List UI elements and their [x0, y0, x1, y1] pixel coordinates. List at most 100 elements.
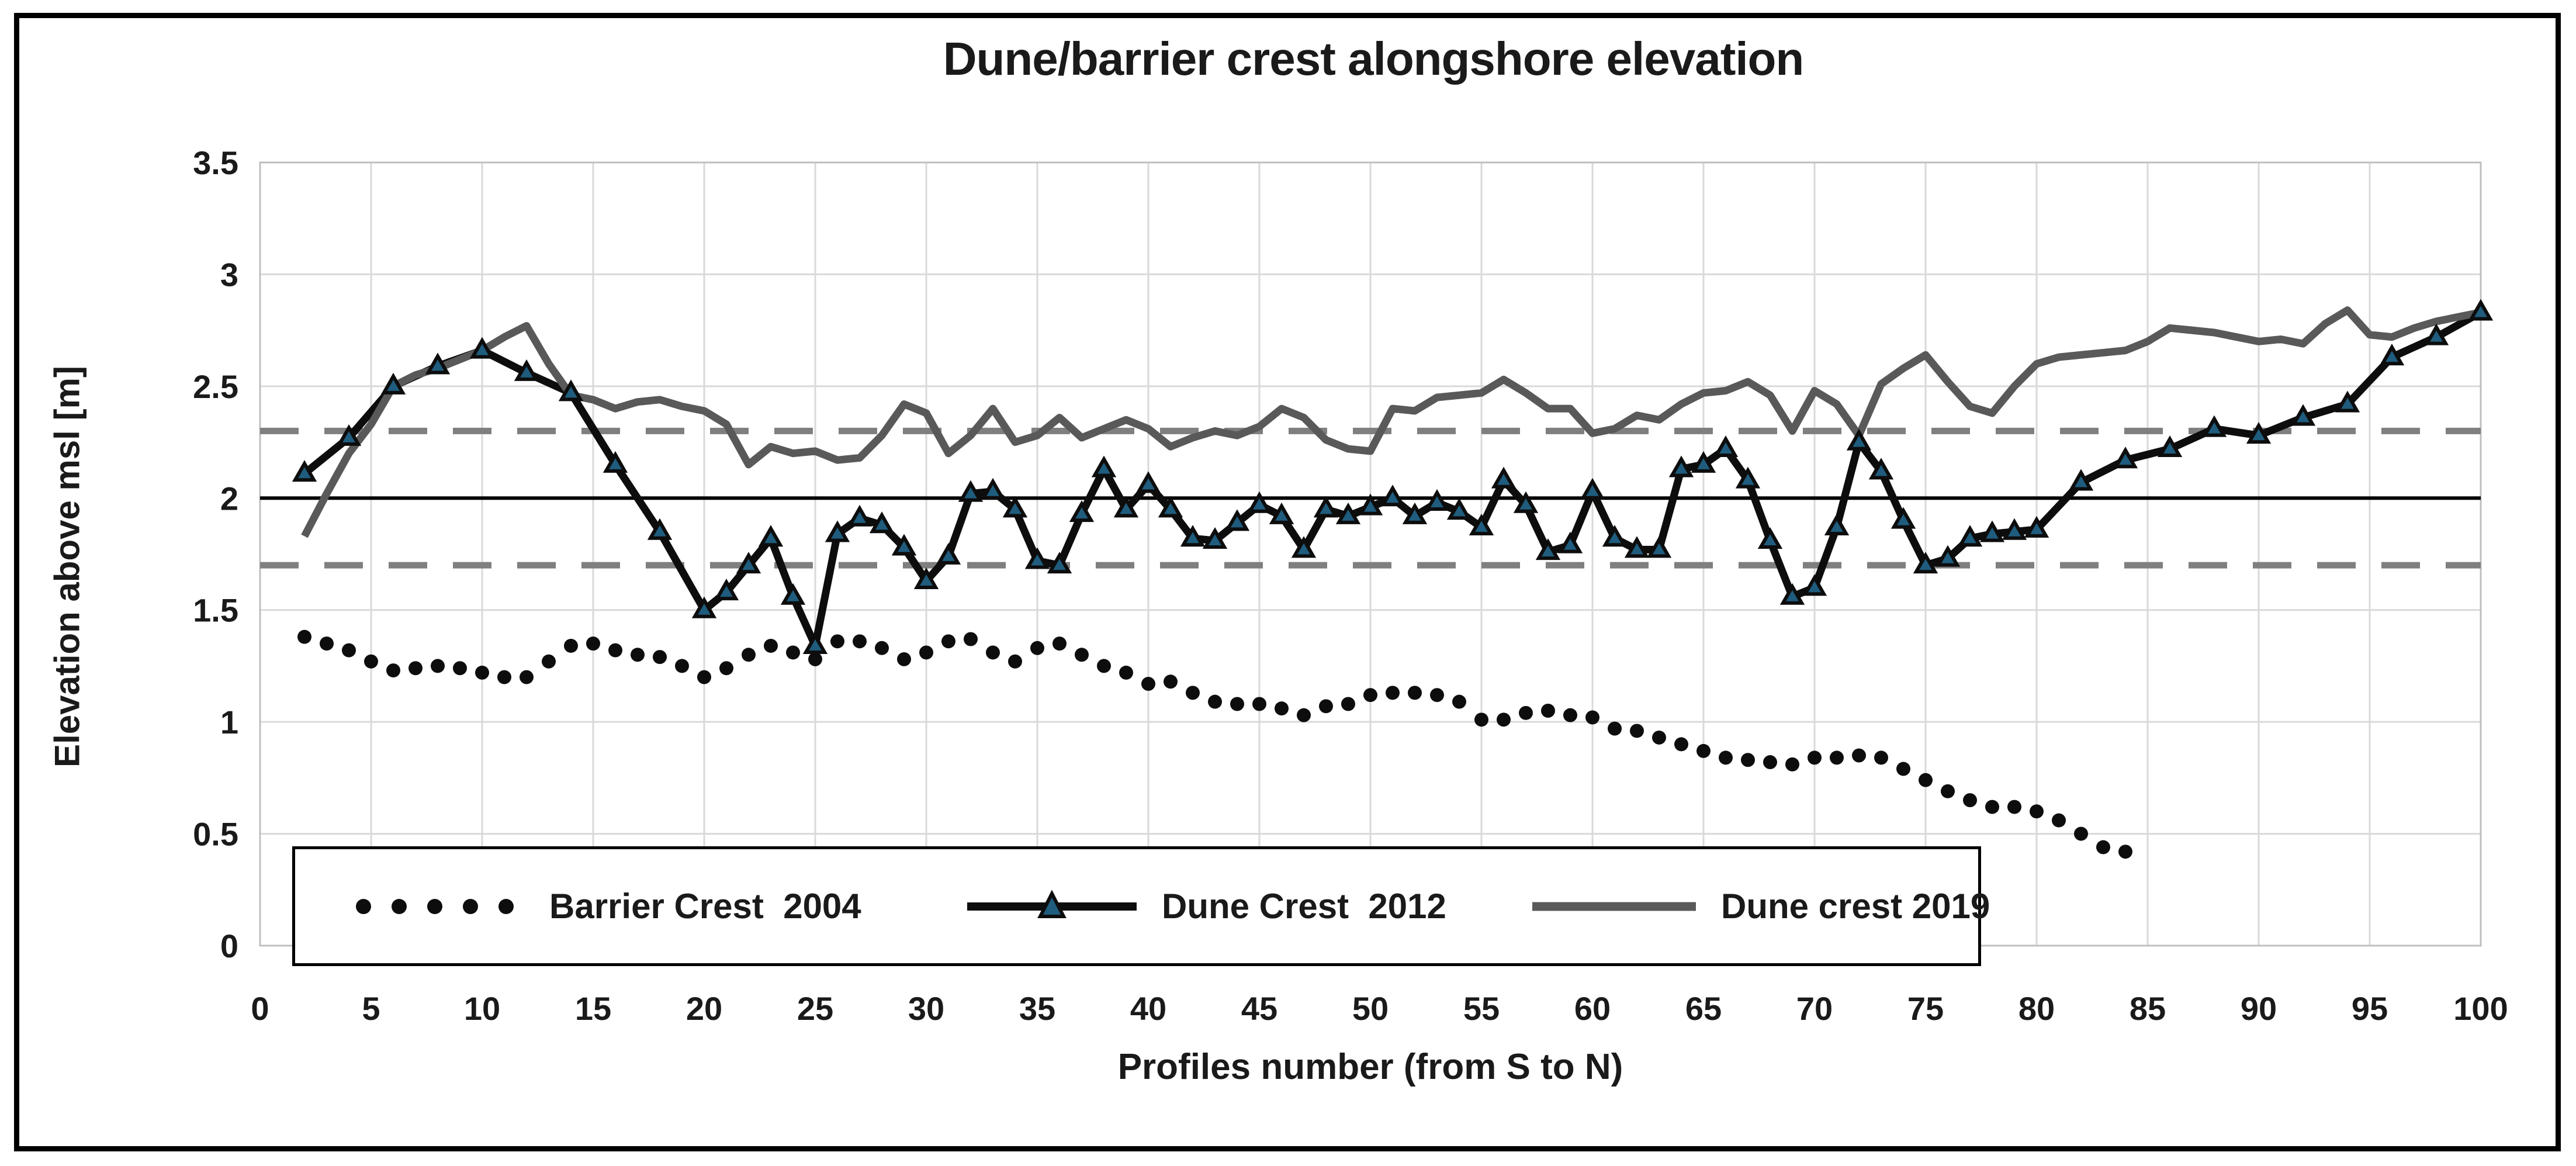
- series-line: [302, 309, 2483, 650]
- series-2012-marker: [2201, 415, 2227, 437]
- series-2012-marker: [1047, 552, 1072, 574]
- series-2004-dot: [786, 645, 800, 660]
- series-2004-dot: [1896, 762, 1910, 776]
- series-2012-marker: [2379, 344, 2405, 366]
- series-2012-marker: [714, 579, 739, 601]
- series-2012-marker: [2290, 404, 2316, 426]
- series-2004-dot: [1985, 800, 1999, 814]
- series-2012-marker: [1335, 502, 1361, 524]
- series-2012-marker: [1247, 491, 1272, 513]
- series-2012-marker: [1446, 498, 1472, 520]
- x-tick-label: 50: [1352, 990, 1389, 1027]
- series-2012-marker: [2157, 435, 2183, 458]
- series-2004-dot: [1363, 688, 1377, 703]
- x-tick-label: 95: [2352, 990, 2388, 1027]
- series-2004-dot: [1141, 677, 1155, 691]
- series-2004-dot: [830, 634, 844, 649]
- series-2012-marker: [2024, 515, 2049, 538]
- series-2004-dot: [1408, 686, 1422, 700]
- series-2012-marker: [380, 372, 406, 395]
- series-2004-dot: [542, 654, 556, 669]
- x-tick-label: 10: [464, 990, 500, 1027]
- series-2004-dot: [1941, 784, 1955, 798]
- series-2004-dot: [1852, 748, 1866, 763]
- series-2012-marker: [2335, 390, 2360, 413]
- series-2012-marker: [1180, 525, 1206, 547]
- series-2012-marker: [558, 379, 584, 402]
- series-2012-marker: [469, 337, 495, 359]
- series-2012-marker: [647, 518, 673, 540]
- series-2004-dot: [1341, 697, 1355, 711]
- series-2004-dot: [808, 652, 822, 666]
- series-2012-marker: [825, 520, 850, 542]
- series-2004-dot: [653, 650, 667, 665]
- series-2012-marker: [425, 352, 451, 375]
- series-2004-dot: [1763, 755, 1777, 770]
- x-tick-label: 15: [575, 990, 611, 1027]
- series-2012-marker: [958, 480, 984, 502]
- series-2004-dot: [675, 659, 689, 673]
- series-2004-dot: [986, 645, 1000, 660]
- y-tick-label: 0: [220, 928, 238, 964]
- series-2004-dot: [1075, 648, 1089, 662]
- x-tick-label: 25: [797, 990, 833, 1027]
- series-2004-dot: [1808, 750, 1822, 765]
- series-2012-marker: [1602, 525, 1628, 547]
- series-2004-dot: [408, 661, 423, 676]
- x-tick-label: 85: [2130, 990, 2166, 1027]
- series-2012-marker: [1957, 525, 1983, 547]
- series-2012-marker: [2002, 518, 2027, 540]
- series-2004-dot: [2096, 840, 2110, 854]
- series-2012-marker: [1380, 485, 1405, 507]
- x-tick-label: 45: [1241, 990, 1277, 1027]
- series-2012-marker: [736, 552, 761, 574]
- series-2012-marker: [847, 504, 872, 527]
- series-2012-marker: [1668, 455, 1694, 478]
- series-2012-marker: [1557, 531, 1583, 553]
- series-2012-marker: [1779, 583, 1805, 605]
- x-tick-label: 80: [2018, 990, 2055, 1027]
- y-tick-label: 3: [220, 256, 238, 293]
- series-2004-dot: [320, 636, 334, 651]
- series-2004-dot: [475, 665, 489, 680]
- series-2012-marker: [2423, 323, 2449, 345]
- series-2004-dot: [520, 670, 534, 684]
- series-2012-marker: [292, 460, 317, 482]
- series-2004-dot: [1585, 710, 1599, 725]
- series-2012-marker: [1358, 493, 1383, 515]
- series-2012-marker: [1802, 574, 1827, 596]
- series-2012-marker: [980, 478, 1006, 500]
- x-axis-title: Profiles number (from S to N): [1117, 1047, 1623, 1087]
- line-triangle-swatch: [967, 889, 1137, 918]
- series-2012-marker: [1535, 538, 1561, 560]
- y-tick-label: 2: [220, 480, 238, 517]
- series-2004-dot: [1208, 694, 1222, 709]
- legend-item-barrier-crest-2004: Barrier Crest 2004: [351, 849, 861, 963]
- series-2004-dot: [1297, 708, 1311, 722]
- series-2012-marker: [2113, 447, 2138, 469]
- series-2012-marker: [1935, 545, 1961, 567]
- x-tick-label: 60: [1574, 990, 1611, 1027]
- series-2004-dot: [719, 661, 733, 676]
- series-2012-marker: [1580, 478, 1605, 500]
- series-2012-marker: [1069, 500, 1095, 523]
- legend-item-dune-crest-2019: Dune crest 2019: [1529, 849, 1990, 963]
- dotted-line-swatch: [356, 898, 514, 914]
- legend-item-dune-crest-2012: Dune Crest 2012: [964, 849, 1446, 963]
- x-tick-label: 90: [2241, 990, 2277, 1027]
- series-2004-dot: [1230, 697, 1244, 711]
- series-2004-dot: [1252, 697, 1266, 711]
- series-2004-dot: [1741, 753, 1755, 767]
- series-2004-dot: [1674, 737, 1688, 752]
- series-2004-dot: [1386, 686, 1400, 700]
- x-tick-label: 5: [362, 990, 380, 1027]
- chart-title: Dune/barrier crest alongshore elevation: [943, 33, 1805, 85]
- legend-label: Barrier Crest 2004: [549, 887, 861, 926]
- series-2012-marker: [1113, 496, 1139, 518]
- series-2012-marker: [2246, 422, 2272, 444]
- series-2012-marker: [1202, 527, 1228, 549]
- series-2012-marker: [1757, 527, 1783, 549]
- series-2004-dot: [941, 634, 955, 649]
- series-2004-dot: [1430, 688, 1444, 703]
